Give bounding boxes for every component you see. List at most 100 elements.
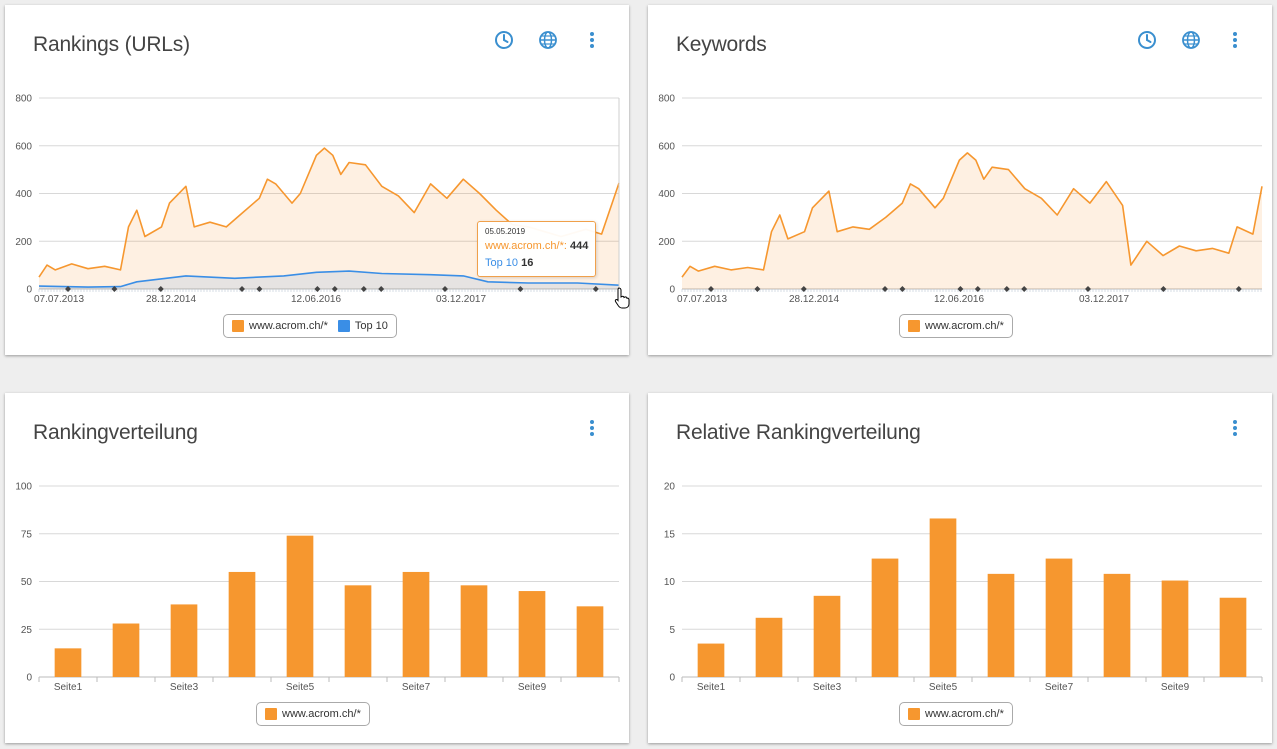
legend-item-acrom[interactable]: www.acrom.ch/* — [908, 320, 1004, 332]
more-vertical-icon[interactable] — [1222, 415, 1248, 441]
globe-icon[interactable] — [535, 27, 561, 53]
tooltip-series1-value: 444 — [569, 240, 589, 252]
relative-legend[interactable]: www.acrom.ch/* — [899, 702, 1013, 726]
bar — [460, 585, 488, 677]
event-marker — [899, 286, 906, 292]
series-line — [38, 270, 620, 288]
legend-swatch — [232, 320, 244, 332]
event-marker — [592, 286, 599, 292]
bar — [286, 535, 314, 677]
rankings-toolbar — [491, 27, 605, 53]
x-tick-label: Seite5 — [286, 682, 315, 693]
distribution-title: Rankingverteilung — [33, 421, 198, 444]
legend-swatch — [337, 320, 350, 332]
bar — [54, 648, 82, 677]
tooltip-series1-label: www.acrom.ch/*: — [485, 240, 567, 252]
tooltip-series2-value: 16 — [521, 257, 534, 269]
bar — [871, 558, 899, 677]
legend-item-acrom[interactable]: www.acrom.ch/* — [908, 708, 1004, 720]
y-tick-label: 75 — [21, 529, 33, 540]
event-marker — [708, 286, 714, 292]
bar — [228, 571, 256, 677]
legend-swatch — [908, 708, 920, 720]
rankings-title: Rankings (URLs) — [33, 33, 190, 56]
legend-swatch — [908, 320, 920, 332]
x-tick-label: Seite3 — [170, 682, 199, 693]
legend-item-acrom[interactable]: www.acrom.ch/* — [265, 708, 361, 720]
y-tick-label: 10 — [664, 577, 676, 588]
more-vertical-icon[interactable] — [1222, 27, 1248, 53]
distribution-toolbar — [579, 415, 605, 441]
legend-item-top10[interactable]: Top 10 — [337, 320, 388, 332]
tooltip-series2: Top 10 16 — [485, 255, 588, 272]
y-tick-label: 20 — [664, 482, 676, 493]
x-tick-label: Seite9 — [518, 682, 547, 693]
x-tick-label: 03.12.2017 — [1079, 294, 1129, 305]
tooltip-series2-label: Top 10 — [485, 257, 519, 269]
legend-label: www.acrom.ch/* — [925, 320, 1004, 332]
event-marker — [111, 286, 118, 292]
event-marker — [314, 286, 321, 292]
event-marker — [1160, 286, 1167, 292]
rankings-chart[interactable]: 0 200 400 600 800 07.07.2013 28.12.2014 12.06.2… — [5, 5, 629, 355]
event-marker — [1021, 286, 1028, 292]
y-tick-label: 5 — [669, 625, 675, 636]
bar — [929, 518, 957, 677]
x-tick-label: Seite9 — [1161, 682, 1190, 693]
event-marker — [1085, 286, 1091, 292]
event-marker — [517, 286, 524, 292]
distribution-chart[interactable]: 0 25 50 75 100 Seite1 Seite3 Seite5 Seite7 Seite9 — [5, 393, 629, 743]
bar — [402, 571, 430, 677]
event-marker — [65, 286, 71, 292]
y-tick-label: 100 — [15, 482, 32, 493]
keywords-card: Keywords 0 200 400 600 800 07.07.2013 28.12.20… — [648, 5, 1272, 355]
keywords-chart[interactable]: 0 200 400 600 800 07.07.2013 28.12.2014 12.06.2… — [648, 5, 1272, 355]
history-clock-icon[interactable] — [1134, 27, 1160, 53]
bar — [518, 591, 546, 677]
keywords-title: Keywords — [676, 33, 767, 56]
bar — [112, 623, 140, 677]
y-tick-label: 600 — [658, 141, 675, 152]
y-tick-label: 200 — [658, 237, 675, 248]
legend-label: www.acrom.ch/* — [282, 708, 361, 720]
event-marker — [1235, 286, 1242, 292]
event-marker — [256, 286, 263, 292]
history-clock-icon[interactable] — [491, 27, 517, 53]
y-tick-label: 0 — [669, 673, 675, 684]
x-tick-label: Seite1 — [54, 682, 83, 693]
legend-label: www.acrom.ch/* — [925, 708, 1004, 720]
event-marker — [378, 286, 385, 292]
event-marker — [442, 286, 448, 292]
y-tick-label: 0 — [26, 285, 32, 296]
chart-tooltip: 05.05.2019 www.acrom.ch/*: 444 Top 10 16 — [477, 221, 597, 277]
keywords-legend[interactable]: www.acrom.ch/* — [899, 314, 1013, 338]
bar — [344, 585, 372, 677]
x-tick-label: Seite5 — [929, 682, 958, 693]
y-tick-label: 600 — [15, 141, 32, 152]
x-tick-label: Seite1 — [697, 682, 726, 693]
x-axis-ticks — [681, 289, 1262, 292]
relative-card: Relative Rankingverteilung 0 5 10 15 20 Seite… — [648, 393, 1272, 743]
relative-chart[interactable]: 0 5 10 15 20 Seite1 Seite3 Seite5 Seite7 Seite9 — [648, 393, 1272, 743]
y-tick-label: 400 — [15, 189, 32, 200]
more-vertical-icon[interactable] — [579, 27, 605, 53]
tooltip-date: 05.05.2019 — [485, 227, 526, 236]
bar — [1045, 558, 1073, 677]
bar — [170, 604, 198, 677]
event-marker — [800, 286, 807, 292]
event-marker — [974, 286, 981, 292]
y-tick-label: 800 — [658, 94, 675, 105]
distribution-legend[interactable]: www.acrom.ch/* — [256, 702, 370, 726]
x-tick-label: Seite3 — [813, 682, 842, 693]
y-tick-label: 200 — [15, 237, 32, 248]
event-marker — [360, 286, 367, 292]
rankings-legend[interactable]: www.acrom.ch/* Top 10 — [223, 314, 397, 338]
legend-item-acrom[interactable]: www.acrom.ch/* — [232, 320, 328, 332]
bar — [1103, 573, 1131, 677]
globe-icon[interactable] — [1178, 27, 1204, 53]
relative-toolbar — [1222, 415, 1248, 441]
bar — [987, 573, 1015, 677]
x-tick-label: Seite7 — [402, 682, 431, 693]
more-vertical-icon[interactable] — [579, 415, 605, 441]
y-tick-label: 800 — [15, 94, 32, 105]
